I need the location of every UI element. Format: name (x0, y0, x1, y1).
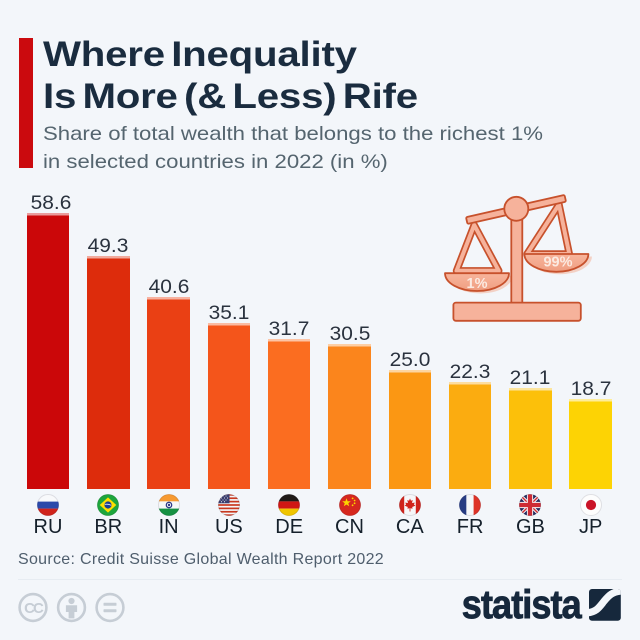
svg-text:1%: 1% (467, 276, 488, 292)
svg-text:statista: statista (462, 586, 583, 627)
svg-text:CC: CC (24, 600, 44, 617)
svg-text:99%: 99% (543, 255, 572, 271)
